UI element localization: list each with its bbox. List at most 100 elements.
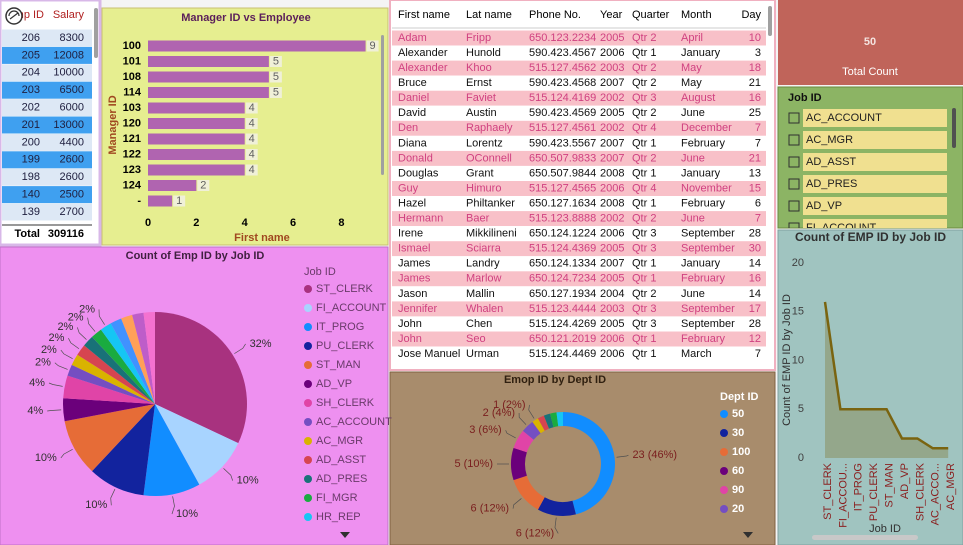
slice — [92, 404, 155, 496]
data-label: 5 — [273, 86, 279, 98]
cell: Qtr 2 — [632, 77, 656, 89]
row-bg — [2, 99, 92, 117]
row-bg — [2, 203, 92, 221]
checkbox[interactable] — [788, 156, 800, 168]
cell: 28 — [749, 228, 761, 240]
leader-line — [54, 362, 68, 370]
employee-table: First name Lat name Phone No. Year Quarter Mo… — [392, 9, 766, 362]
row-bg — [392, 241, 766, 257]
cell: Austin — [466, 107, 497, 119]
cell: Qtr 3 — [632, 303, 656, 315]
cell: Den — [398, 122, 418, 134]
cell: Urman — [466, 348, 499, 360]
cell: Ernst — [466, 77, 492, 89]
legend-label: 30 — [732, 427, 744, 439]
leader-line — [60, 448, 73, 459]
data-label: 4% — [27, 405, 43, 417]
slice — [132, 312, 155, 404]
leader-line — [223, 468, 233, 481]
slice — [522, 421, 541, 440]
scrollbar[interactable] — [812, 535, 918, 540]
cell: 2005 — [600, 318, 624, 330]
cell: 2007 — [600, 137, 624, 149]
cell: Philtanker — [466, 197, 515, 209]
x-tick-label: IT_PROG — [853, 463, 865, 511]
row-bg — [2, 46, 92, 64]
row-bg — [392, 30, 766, 46]
bar — [148, 71, 269, 83]
data-label: 4% — [29, 377, 45, 389]
cell: Qtr 3 — [632, 92, 656, 104]
item-bg — [803, 197, 947, 215]
cell: Ismael — [398, 243, 430, 255]
donut-panel — [389, 371, 776, 545]
data-label: 6 (12%) — [471, 503, 510, 515]
cell: 16 — [749, 273, 761, 285]
label-bg — [366, 40, 379, 52]
x-tick-label: ST_CLERK — [822, 462, 834, 520]
x-tick-label: 6 — [290, 217, 296, 229]
scrollbar[interactable] — [952, 108, 956, 148]
cell: Bruce — [398, 77, 427, 89]
checkbox[interactable] — [788, 200, 800, 212]
label-bg — [245, 118, 258, 129]
y-tick-label: 0 — [798, 452, 804, 464]
cell: November — [681, 182, 732, 194]
slice — [532, 418, 545, 434]
cell: 650.124.1224 — [529, 228, 596, 240]
cell: 2002 — [600, 213, 624, 225]
slice — [121, 314, 155, 404]
checkbox[interactable] — [788, 112, 800, 124]
total-cell: 309116 — [48, 228, 84, 240]
cell: Daniel — [398, 92, 429, 104]
cell: Qtr 2 — [632, 32, 656, 44]
cell: 2006 — [600, 182, 624, 194]
checkbox[interactable] — [788, 134, 800, 146]
slice — [92, 329, 155, 404]
cell: Jennifer — [398, 303, 437, 315]
cell: 201 — [22, 119, 40, 131]
column-header: Year — [600, 9, 623, 21]
scroll-arrow[interactable] — [743, 532, 753, 538]
scrollbar[interactable] — [94, 8, 98, 58]
row-bg — [392, 135, 766, 151]
bar — [148, 180, 197, 191]
checkbox[interactable] — [788, 178, 800, 190]
checkbox[interactable] — [788, 222, 800, 233]
slice — [556, 412, 563, 427]
cell: 2003 — [600, 62, 624, 74]
column-header: Phone No. — [529, 9, 581, 21]
scroll-arrow[interactable] — [340, 532, 350, 538]
bar — [148, 164, 245, 176]
scrollbar[interactable] — [381, 35, 384, 175]
cell: Irene — [398, 228, 423, 240]
cell: 650.121.2019 — [529, 333, 596, 345]
cell: Qtr 1 — [632, 137, 656, 149]
chart-title: Count of EMP ID by Job ID — [794, 231, 947, 244]
chart-title-box: Count of EMP ID by Job ID — [794, 231, 947, 244]
cell: 204 — [22, 67, 40, 79]
data-label: 9 — [370, 40, 376, 52]
slice — [63, 375, 155, 404]
cell: Hazel — [398, 197, 426, 209]
cell: 515.124.4369 — [529, 243, 596, 255]
cell: 3 — [755, 47, 761, 59]
leader-line — [110, 488, 116, 506]
scrollbar[interactable] — [768, 6, 772, 36]
cell: February — [681, 273, 726, 285]
bar — [148, 87, 269, 98]
leader-line — [554, 517, 559, 534]
data-label: 2 (4%) — [483, 407, 515, 419]
leader-line — [77, 327, 87, 340]
cell: February — [681, 333, 726, 345]
cell: June — [681, 152, 705, 164]
cell: 25 — [749, 107, 761, 119]
cell: 515.127.4561 — [529, 122, 596, 134]
item-bg — [803, 131, 947, 149]
cell: 16 — [749, 92, 761, 104]
data-label: 4 — [249, 164, 255, 176]
data-label: 2 — [200, 179, 206, 191]
legend-swatch — [720, 505, 728, 513]
row-bg — [392, 165, 766, 181]
cell: 7 — [755, 122, 761, 134]
